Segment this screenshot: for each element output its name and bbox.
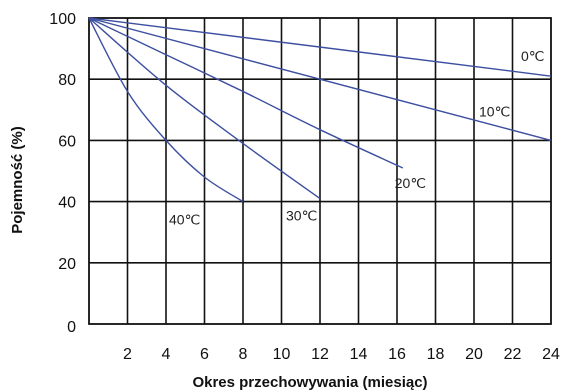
x-tick-labels: 2 4 6 8 10 12 14 16 18 20 22 24 [123, 346, 560, 363]
series-label: 40℃ [169, 212, 200, 228]
x-tick-label: 12 [311, 346, 329, 363]
grid [88, 17, 552, 325]
x-axis-title: Okres przechowywania (miesiąc) [192, 374, 427, 391]
x-tick-label: 20 [465, 346, 483, 363]
series-label: 10℃ [479, 103, 510, 119]
x-tick-label: 14 [350, 346, 368, 363]
y-tick-label: 0 [67, 319, 76, 336]
y-tick-label: 100 [49, 11, 76, 28]
series-line [88, 17, 552, 77]
y-tick-label: 80 [58, 72, 76, 89]
series-line [88, 17, 552, 142]
x-tick-label: 6 [200, 346, 209, 363]
series-line [88, 17, 321, 200]
x-tick-label: 24 [542, 346, 560, 363]
y-tick-labels: 0 20 40 60 80 100 [49, 11, 76, 336]
y-tick-label: 40 [58, 195, 76, 212]
x-tick-label: 16 [388, 346, 406, 363]
series-labels: 0℃ 10℃ 20℃ 30℃ 40℃ [169, 48, 545, 227]
y-axis-title: Pojemność (%) [9, 126, 26, 234]
series-label: 0℃ [521, 48, 545, 64]
x-tick-label: 18 [427, 346, 445, 363]
x-tick-label: 2 [123, 346, 132, 363]
series-lines [88, 17, 552, 203]
series-line [88, 17, 244, 203]
series-line [88, 17, 404, 169]
x-tick-label: 4 [162, 346, 171, 363]
x-tick-label: 8 [239, 346, 248, 363]
y-tick-label: 60 [58, 133, 76, 150]
x-tick-label: 22 [504, 346, 522, 363]
y-tick-label: 20 [58, 256, 76, 273]
series-label: 20℃ [395, 175, 426, 191]
series-label: 30℃ [286, 208, 317, 224]
x-tick-label: 10 [273, 346, 291, 363]
